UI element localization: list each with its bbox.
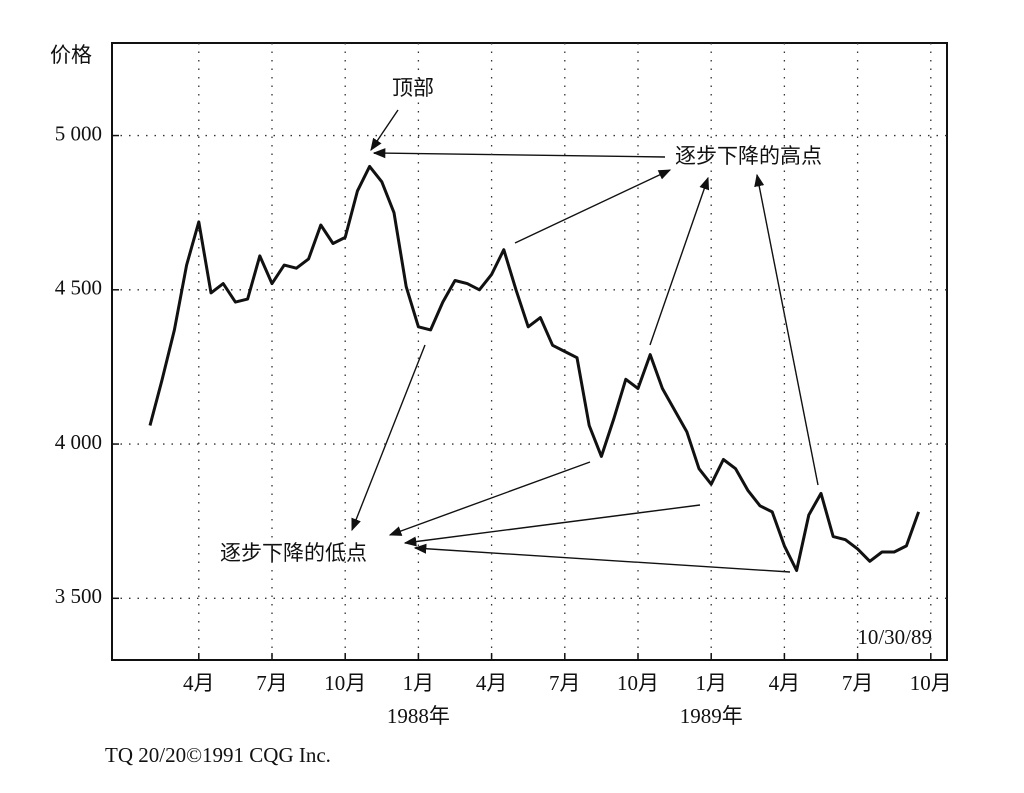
year-label: 1989年: [680, 704, 743, 728]
arrow: [403, 504, 701, 547]
arrow: [649, 176, 710, 346]
annotation: 10/30/89: [857, 625, 932, 649]
arrow: [351, 344, 426, 532]
x-tick-label: 10月: [617, 671, 659, 695]
x-tick-label: 7月: [842, 671, 874, 695]
arrow: [370, 109, 399, 152]
x-tick-label: 1月: [403, 671, 435, 695]
x-tick-label: 10月: [910, 671, 952, 695]
year-label: 1988年: [387, 704, 450, 728]
annotation: 顶部: [392, 76, 434, 100]
arrow: [388, 461, 591, 536]
x-tick-label: 7月: [549, 671, 581, 695]
y-axis-label: 价格: [50, 43, 92, 67]
y-tick-label: 5 000: [55, 121, 102, 145]
arrow: [372, 148, 666, 159]
arrow: [754, 173, 819, 486]
arrows: [351, 109, 819, 573]
y-tick-label: 4 000: [55, 430, 102, 454]
arrow: [413, 543, 791, 573]
x-tick-label: 4月: [476, 671, 508, 695]
y-tick-label: 3 500: [55, 584, 102, 608]
arrow: [514, 169, 672, 244]
x-tick-label: 4月: [769, 671, 801, 695]
price-line: [148, 164, 921, 572]
annotation: 逐步下降的低点: [220, 541, 367, 565]
y-tick-label: 4 500: [55, 276, 102, 300]
footer: TQ 20/20©1991 CQG Inc.: [105, 743, 331, 767]
x-tick-label: 7月: [256, 671, 288, 695]
plot-frame: [111, 42, 948, 661]
x-tick-label: 4月: [183, 671, 215, 695]
annotation: 逐步下降的高点: [675, 144, 822, 168]
x-tick-label: 1月: [695, 671, 727, 695]
x-tick-label: 10月: [324, 671, 366, 695]
